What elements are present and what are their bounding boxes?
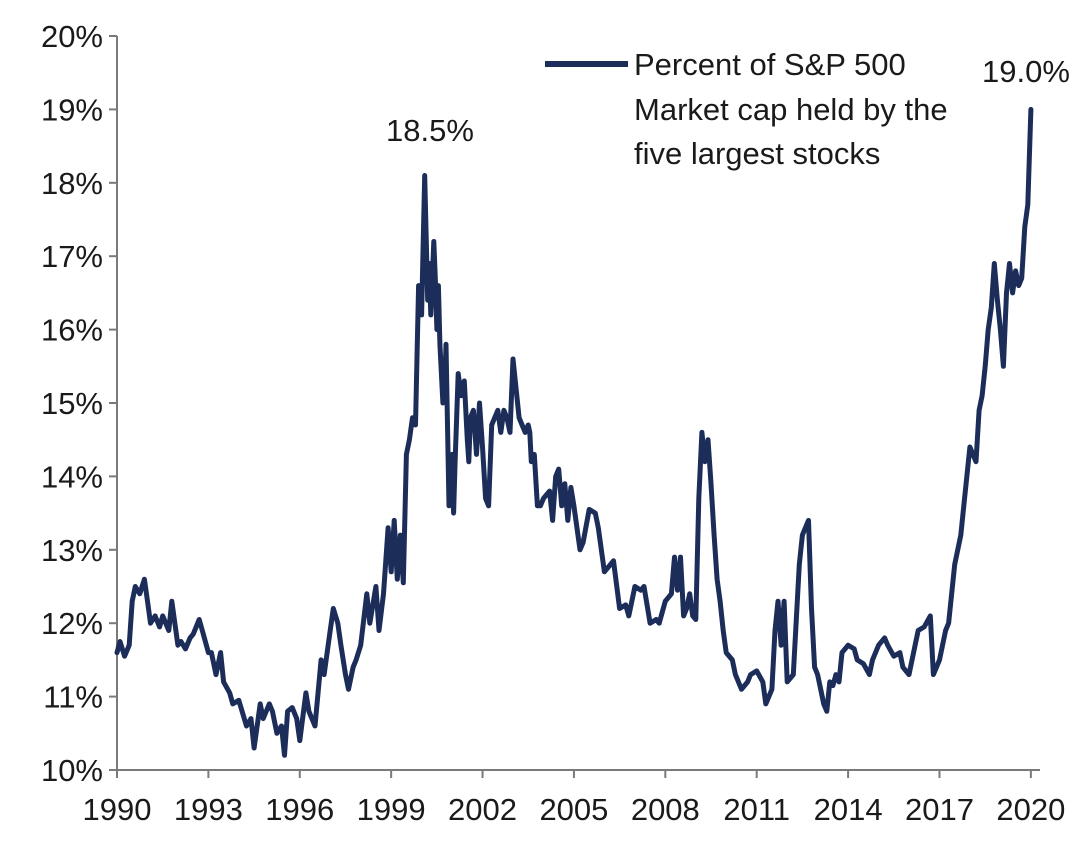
legend-label-line-3: five largest stocks <box>634 136 880 171</box>
x-tick-label: 2011 <box>723 792 790 827</box>
y-tick-label: 17% <box>41 239 103 274</box>
y-tick-label: 18% <box>41 166 103 201</box>
x-tick-label: 2017 <box>905 792 974 827</box>
legend-label-line-2: Market cap held by the <box>634 92 948 127</box>
y-tick-label: 11% <box>43 680 103 715</box>
legend: Percent of S&P 500 Market cap held by th… <box>545 47 948 171</box>
y-tick-label: 12% <box>41 606 103 641</box>
y-tick-label: 14% <box>41 459 103 494</box>
series-line-top5-share <box>114 106 1034 758</box>
y-tick-label: 20% <box>41 19 103 54</box>
x-tick-label: 2002 <box>448 792 517 827</box>
legend-label-line-1: Percent of S&P 500 <box>634 47 906 82</box>
x-tick-label: 1996 <box>265 792 334 827</box>
y-tick-label: 19% <box>41 92 103 127</box>
x-tick-label: 2008 <box>631 792 700 827</box>
x-axis-ticks: 1990 1993 1996 1999 2002 2005 2008 2011 2014 2017… <box>83 770 1065 827</box>
x-tick-label: 2005 <box>539 792 608 827</box>
x-tick-label: 1990 <box>83 792 152 827</box>
y-axis-ticks: 10% 11% 12% 13% 14% 15% 16% 17% 18% 19% 20% <box>41 19 117 788</box>
x-tick-label: 2014 <box>814 792 883 827</box>
annotation-peak-2020: 19.0% <box>982 54 1070 89</box>
y-tick-label: 16% <box>41 313 103 348</box>
annotation-peak-2000: 18.5% <box>386 113 474 148</box>
x-tick-label: 2020 <box>996 792 1065 827</box>
y-tick-label: 10% <box>41 753 103 788</box>
x-tick-label: 1993 <box>174 792 243 827</box>
y-tick-label: 15% <box>41 386 103 421</box>
x-tick-label: 1999 <box>357 792 426 827</box>
y-tick-label: 13% <box>41 533 103 568</box>
